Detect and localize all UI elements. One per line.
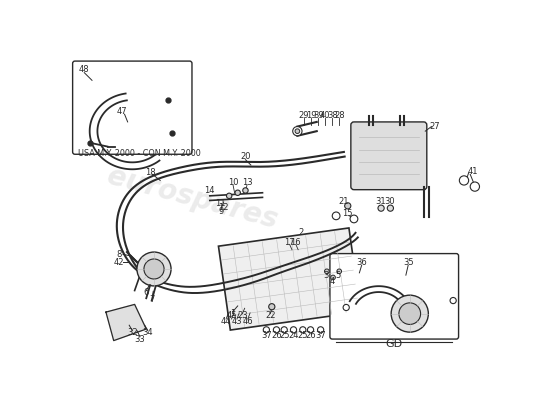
Text: 39: 39 [313, 111, 323, 120]
Circle shape [137, 252, 171, 286]
Circle shape [227, 193, 232, 198]
Text: 19: 19 [306, 111, 317, 120]
Text: 42: 42 [114, 258, 124, 266]
Text: 16: 16 [290, 238, 301, 246]
Text: 48: 48 [79, 65, 90, 74]
Text: 47: 47 [116, 107, 126, 116]
Text: eurospares: eurospares [104, 162, 281, 234]
Circle shape [331, 275, 336, 280]
Circle shape [293, 126, 302, 136]
Text: 20: 20 [240, 152, 251, 161]
Text: 34: 34 [142, 328, 153, 338]
Text: 14: 14 [205, 186, 215, 195]
Circle shape [332, 212, 340, 220]
Text: GD: GD [386, 340, 403, 350]
Text: 32: 32 [127, 328, 138, 338]
Text: eurospares: eurospares [260, 250, 436, 323]
Text: 29: 29 [298, 111, 309, 120]
Text: 7: 7 [150, 294, 155, 304]
Circle shape [399, 303, 421, 324]
Text: 1: 1 [230, 309, 236, 318]
Circle shape [235, 190, 240, 196]
Text: USA M.Y. 2000 - CON M.Y. 2000: USA M.Y. 2000 - CON M.Y. 2000 [78, 149, 201, 158]
Circle shape [387, 205, 393, 211]
Text: 26: 26 [305, 332, 316, 340]
Text: 40: 40 [320, 111, 331, 120]
Circle shape [350, 215, 358, 223]
Circle shape [378, 205, 384, 211]
Circle shape [243, 188, 248, 193]
Text: 12: 12 [218, 203, 229, 212]
Text: 13: 13 [241, 178, 252, 187]
Text: 28: 28 [334, 111, 344, 120]
Text: 27: 27 [429, 122, 440, 131]
Text: 3: 3 [323, 271, 329, 280]
Circle shape [290, 327, 296, 333]
Text: 9: 9 [218, 207, 223, 216]
Text: 30: 30 [384, 198, 395, 206]
Circle shape [324, 269, 329, 274]
Circle shape [300, 327, 306, 333]
Circle shape [144, 259, 164, 279]
Text: 37: 37 [261, 332, 272, 340]
Text: 33: 33 [135, 334, 145, 344]
Bar [218, 228, 361, 330]
Text: 44: 44 [221, 317, 232, 326]
Circle shape [317, 327, 324, 333]
Circle shape [343, 304, 349, 310]
Text: 38: 38 [327, 111, 338, 120]
Text: 23: 23 [237, 312, 248, 320]
Text: 8: 8 [117, 250, 122, 259]
Circle shape [345, 203, 351, 209]
Circle shape [450, 298, 456, 304]
Text: 43: 43 [232, 317, 242, 326]
Circle shape [307, 327, 314, 333]
Text: 4: 4 [329, 277, 335, 286]
Circle shape [470, 182, 480, 191]
Text: 21: 21 [339, 198, 349, 206]
Text: 26: 26 [271, 332, 282, 340]
Circle shape [391, 295, 428, 332]
Text: 37: 37 [315, 332, 326, 340]
Text: 11: 11 [216, 199, 226, 208]
Text: 36: 36 [356, 258, 367, 266]
Circle shape [337, 269, 342, 274]
Text: 46: 46 [243, 317, 253, 326]
Polygon shape [106, 304, 146, 341]
Text: 45: 45 [226, 312, 236, 320]
Text: 35: 35 [403, 258, 414, 266]
Circle shape [273, 327, 279, 333]
Text: 6: 6 [144, 288, 149, 297]
Text: 18: 18 [145, 168, 156, 177]
Circle shape [263, 327, 270, 333]
Text: 17: 17 [284, 238, 295, 246]
Circle shape [295, 129, 300, 134]
Text: 5: 5 [336, 271, 341, 280]
Text: 25: 25 [279, 332, 289, 340]
FancyBboxPatch shape [73, 61, 192, 154]
FancyBboxPatch shape [351, 122, 427, 190]
Text: 22: 22 [265, 312, 276, 320]
Circle shape [281, 327, 287, 333]
Circle shape [459, 176, 469, 185]
Text: 31: 31 [375, 198, 386, 206]
Text: 41: 41 [468, 167, 478, 176]
Text: 24: 24 [288, 332, 299, 340]
Text: 25: 25 [298, 332, 308, 340]
Text: 10: 10 [228, 178, 238, 187]
FancyBboxPatch shape [330, 254, 459, 339]
Text: 15: 15 [343, 209, 353, 218]
Text: 2: 2 [299, 228, 304, 237]
Circle shape [269, 304, 275, 310]
